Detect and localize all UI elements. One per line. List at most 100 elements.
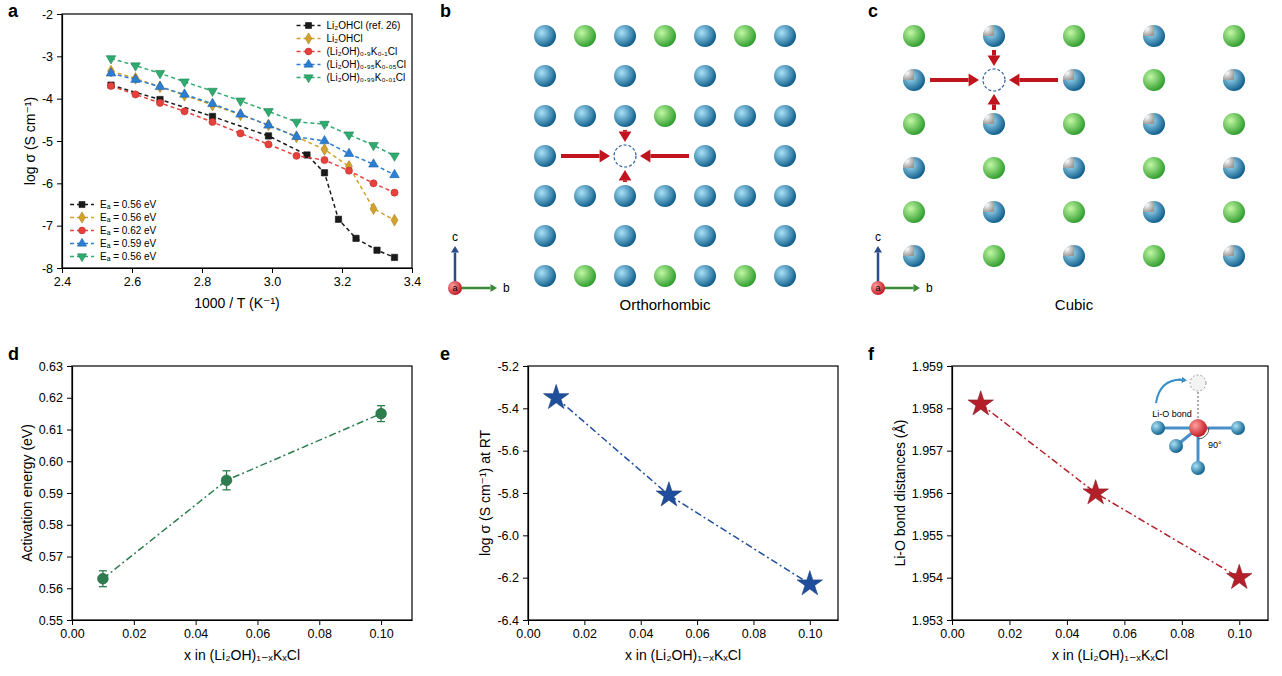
arrow-shaft — [623, 130, 627, 132]
x-tick-label: 0.08 — [1170, 627, 1194, 641]
series-line — [111, 73, 395, 175]
y-axis-title: log σ (S cm⁻¹) — [22, 97, 38, 185]
x-tick-label: 0.04 — [629, 627, 653, 641]
data-point — [156, 99, 163, 106]
y-tick: -6.2 — [497, 571, 528, 585]
y-tick: -5.2 — [497, 360, 528, 374]
y-tick: 0.60 — [39, 455, 72, 469]
y-tick-label: 0.63 — [39, 360, 63, 374]
annotation: 90° — [1208, 440, 1222, 450]
x-tick-label: 0.00 — [940, 627, 964, 641]
li-site-vacancy-share — [1223, 157, 1234, 168]
y-tick: 0.61 — [39, 423, 72, 437]
li-site-vacancy-share — [1223, 245, 1234, 256]
li-site-partial — [1223, 245, 1245, 267]
legend-label: (Li₂OH)₀.₉₉K₀.₀₁Cl — [327, 72, 406, 83]
x-tick: 0.10 — [798, 620, 822, 641]
data-point — [321, 144, 328, 156]
data-point — [797, 571, 822, 595]
data-point — [391, 189, 398, 196]
x-tick-mark — [412, 268, 413, 273]
hop-arrow-head — [1178, 377, 1187, 383]
y-tick-mark — [947, 451, 952, 452]
data-point — [208, 88, 218, 96]
arrow-shaft — [623, 180, 627, 182]
li-site — [614, 25, 636, 47]
panel-letter: e — [440, 344, 450, 364]
li-site-vacancy-share — [1063, 245, 1074, 256]
migration-arrow — [561, 150, 610, 163]
cl-site — [1143, 157, 1165, 179]
series-line — [111, 86, 395, 193]
data-point — [344, 148, 354, 156]
cl-site — [983, 157, 1005, 179]
x-axis-title: 1000 / T (K⁻¹) — [194, 295, 279, 311]
lithium-atom — [1189, 419, 1207, 437]
y-tick: -5.4 — [497, 402, 528, 416]
diagram-caption: Cubic — [1055, 296, 1094, 313]
x-axis-line — [73, 620, 413, 621]
migration-arrow — [930, 74, 979, 87]
x-tick-mark — [319, 620, 320, 625]
data-point — [1227, 564, 1252, 588]
x-tick: 2.8 — [194, 268, 211, 289]
y-tick-label: -5.4 — [497, 402, 519, 416]
data-point — [353, 235, 359, 241]
vacancy — [614, 145, 636, 167]
oxygen-atom — [1169, 439, 1183, 453]
y-tick-mark — [57, 99, 62, 100]
li-site — [534, 265, 556, 287]
x-axis-line — [953, 620, 1269, 621]
li-site — [774, 105, 796, 127]
x-tick-label: 0.02 — [573, 627, 597, 641]
y-tick: 0.59 — [39, 487, 72, 501]
y-tick: 1.956 — [912, 487, 952, 501]
arrow-head — [1181, 377, 1187, 383]
cl-site — [654, 25, 676, 47]
y-tick-mark — [523, 366, 528, 367]
y-tick-mark — [67, 493, 72, 494]
x-tick: 3.2 — [334, 268, 351, 289]
data-point — [376, 408, 387, 419]
li-site — [774, 145, 796, 167]
y-tick-mark — [67, 366, 72, 367]
x-tick-label: 0.04 — [184, 627, 208, 641]
li-site-partial — [983, 201, 1005, 223]
y-tick: 0.63 — [39, 360, 72, 374]
arrow-shaft — [1019, 78, 1058, 82]
x-tick: 0.06 — [1113, 620, 1137, 641]
data-point — [265, 141, 272, 148]
y-tick-label: -5.6 — [497, 444, 519, 458]
annotation: Eₐ = 0.59 eV — [100, 238, 157, 249]
li-site-partial — [903, 69, 925, 91]
y-axis-line — [952, 367, 953, 621]
y-tick: 0.57 — [39, 550, 72, 564]
legend-swatch-marker — [77, 238, 86, 246]
legend-swatch-marker — [305, 33, 311, 44]
li-site — [734, 185, 756, 207]
li-site — [734, 105, 756, 127]
x-tick-label: 0.00 — [60, 627, 84, 641]
axis-origin — [448, 281, 462, 295]
cl-site — [654, 105, 676, 127]
series-line — [981, 404, 1240, 578]
y-tick-label: 0.58 — [39, 518, 63, 532]
y-tick-label: 0.56 — [39, 582, 63, 596]
y-axis: -6.4-6.2-6.0-5.8-5.6-5.4-5.2 — [497, 360, 528, 628]
li-site-partial — [983, 113, 1005, 135]
series-line — [111, 71, 395, 220]
y-tick: -7 — [42, 219, 62, 233]
y-tick-mark — [67, 461, 72, 462]
plot-frame — [528, 366, 838, 620]
y-tick-mark — [947, 578, 952, 579]
y-tick-label: -6 — [42, 177, 53, 191]
plot-frame — [62, 14, 412, 268]
y-tick-label: -4 — [42, 92, 53, 106]
y-tick: -2 — [42, 8, 62, 22]
y-tick-label: 1.956 — [912, 487, 943, 501]
error-bar-cap — [377, 405, 385, 406]
y-tick-label: 0.57 — [39, 550, 63, 564]
y-tick: 1.959 — [912, 360, 952, 374]
error-bar-cap — [223, 470, 231, 471]
y-axis-title: Activation energy (eV) — [19, 424, 35, 562]
